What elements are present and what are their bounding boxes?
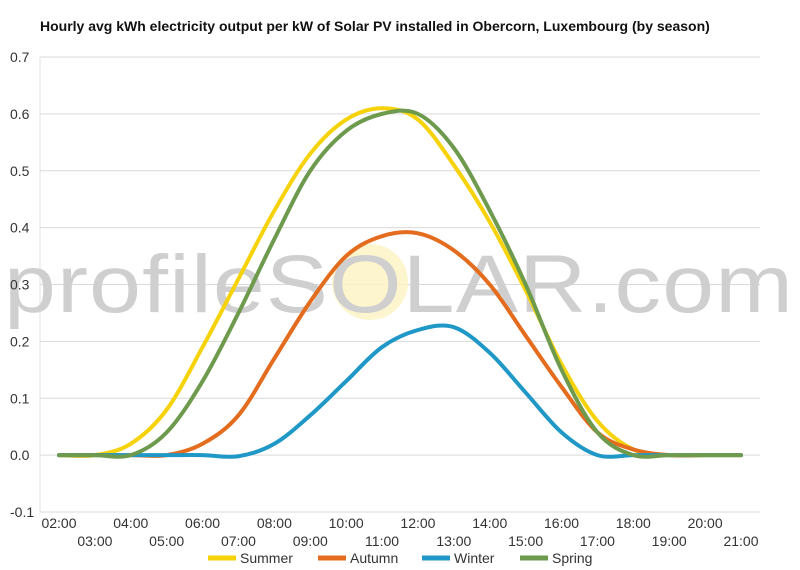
x-tick-label: 09:00	[293, 533, 328, 549]
x-tick-label: 10:00	[329, 515, 364, 531]
x-tick-label: 05:00	[149, 533, 184, 549]
y-tick-label: 0.6	[10, 106, 30, 122]
chart-title: Hourly avg kWh electricity output per kW…	[40, 18, 710, 34]
x-tick-label: 12:00	[400, 515, 435, 531]
y-tick-label: 0.0	[10, 447, 30, 463]
x-tick-label: 08:00	[257, 515, 292, 531]
x-tick-label: 19:00	[652, 533, 687, 549]
legend-label-winter: Winter	[454, 550, 495, 566]
legend-label-summer: Summer	[240, 550, 293, 566]
axes: -0.1 0.0 0.1 0.2 0.3 0.4 0.5 0.6 0.7 02:00 04:00 06…	[10, 49, 759, 549]
x-tick-label: 15:00	[508, 533, 543, 549]
x-tick-label: 11:00	[365, 533, 399, 549]
x-tick-label: 16:00	[544, 515, 579, 531]
x-tick-label: 13:00	[436, 533, 471, 549]
y-tick-label: 0.1	[10, 390, 30, 406]
x-tick-label: 03:00	[77, 533, 112, 549]
x-tick-label: 04:00	[113, 515, 148, 531]
x-tick-label: 06:00	[185, 515, 220, 531]
watermark: profileSOLAR.com	[4, 239, 794, 330]
x-tick-label: 18:00	[616, 515, 651, 531]
y-tick-label: 0.7	[10, 49, 30, 65]
y-tick-label: 0.5	[10, 163, 30, 179]
watermark-sun-icon	[332, 244, 408, 320]
y-tick-label: -0.1	[10, 504, 34, 520]
series-line-spring	[57, 108, 743, 459]
legend: Summer Autumn Winter Spring	[208, 550, 592, 566]
series-lines	[57, 106, 743, 459]
x-tick-label: 21:00	[723, 533, 758, 549]
x-tick-label: 14:00	[472, 515, 507, 531]
x-tick-label: 17:00	[580, 533, 615, 549]
y-tick-label: 0.3	[10, 277, 30, 293]
x-tick-label: 20:00	[688, 515, 723, 531]
legend-label-spring: Spring	[552, 550, 592, 566]
legend-label-autumn: Autumn	[350, 550, 398, 566]
x-tick-label: 07:00	[221, 533, 256, 549]
watermark-text: profileSOLAR.com	[4, 239, 794, 330]
y-tick-label: 0.2	[10, 333, 30, 349]
y-tick-label: 0.4	[10, 220, 30, 236]
x-tick-label: 02:00	[41, 515, 76, 531]
